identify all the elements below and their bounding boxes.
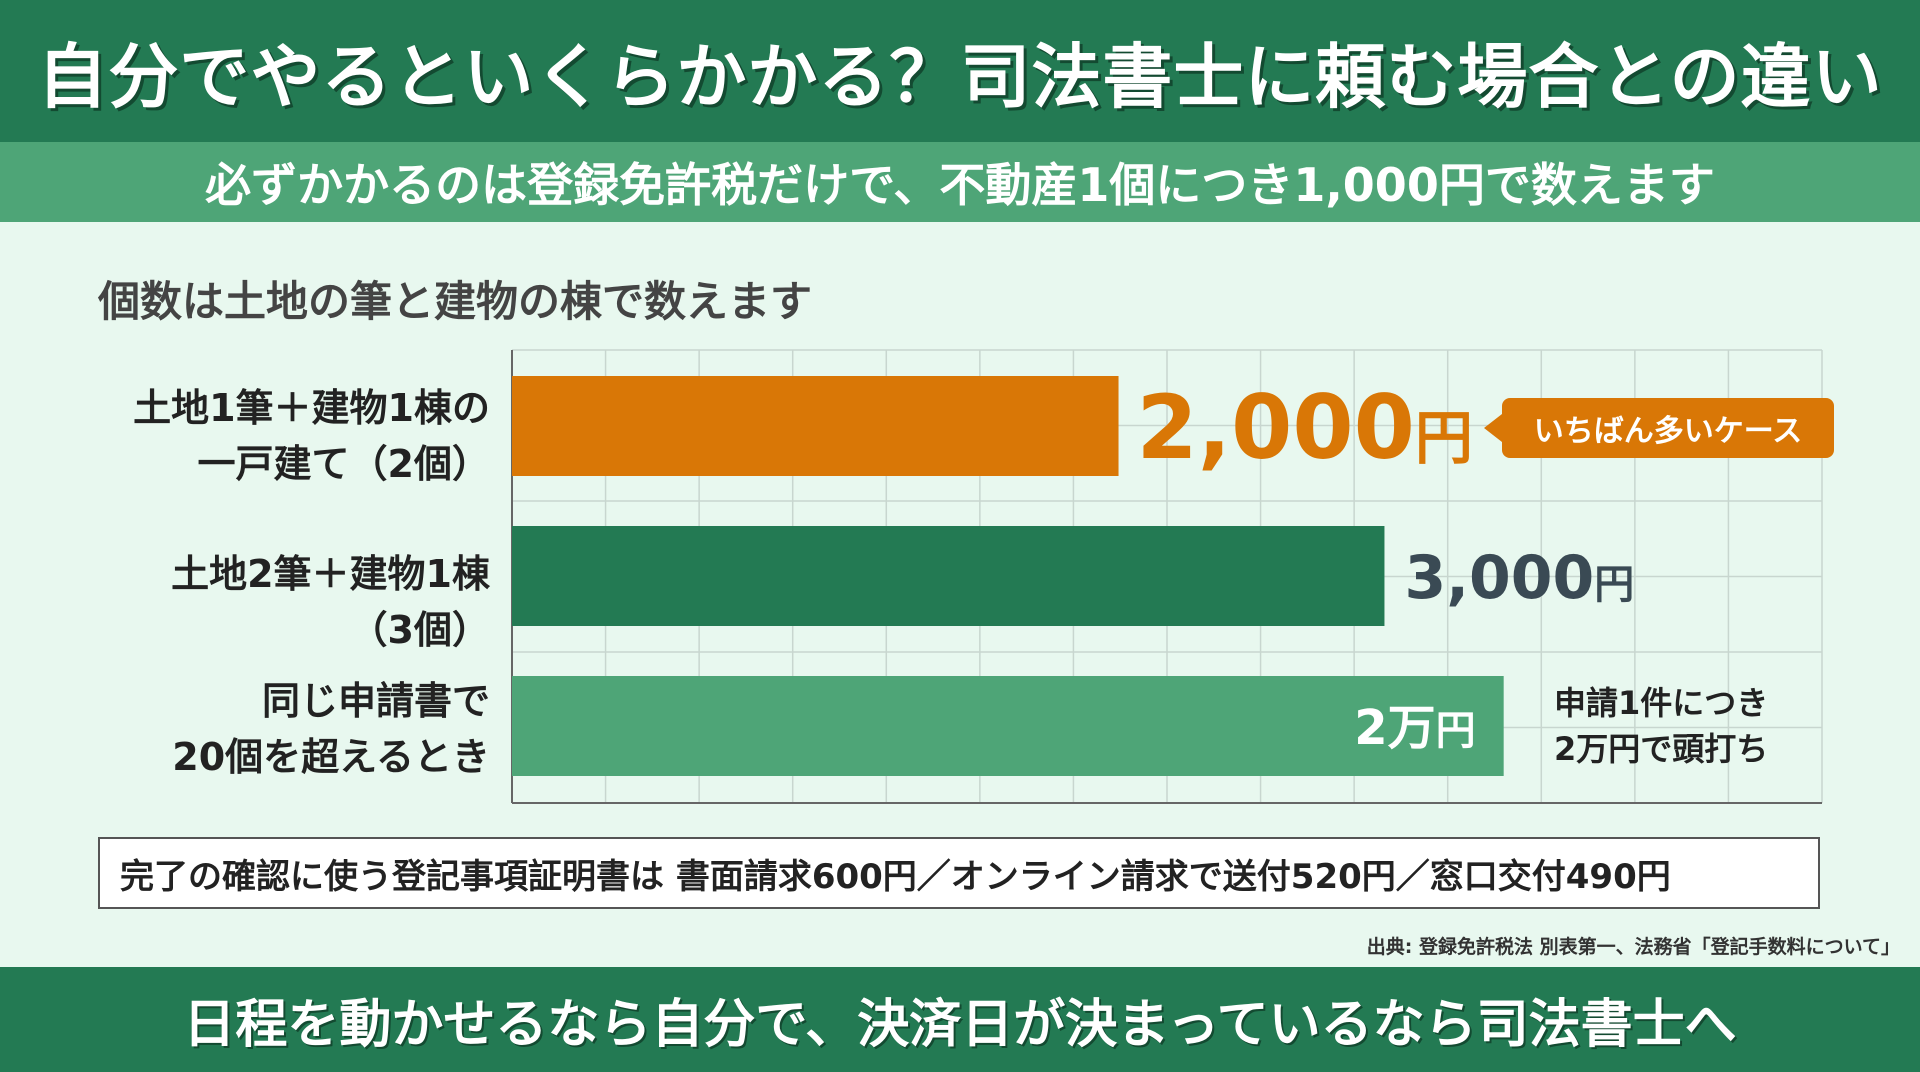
bar-2 (512, 526, 1385, 626)
category-label-2: 土地2筆＋建物1棟 （3個） (70, 546, 490, 658)
footer-bar: 日程を動かせるなら自分で、決済日が決まっているなら司法書士へ (0, 967, 1920, 1072)
bar-1 (512, 376, 1119, 476)
category-label-1: 土地1筆＋建物1棟の 一戸建て（2個） (70, 380, 490, 492)
category-label-1-line-1: 土地1筆＋建物1棟の (133, 386, 490, 430)
cap-note-line-1: 申請1件につき (1554, 684, 1769, 722)
cap-note: 申請1件につき 2万円で頭打ち (1554, 680, 1768, 772)
source-citation: 出典: 登録免許税法 別表第一、法務省「登記手数料について」 (1366, 936, 1900, 958)
badge-pointer (1484, 414, 1502, 442)
value-label-1: 2,000円 (1137, 376, 1473, 479)
bar-3 (512, 676, 1504, 776)
category-label-3: 同じ申請書で 20個を超えるとき (70, 673, 490, 785)
value-label-2: 3,000円 (1404, 543, 1634, 613)
category-label-3-line-1: 同じ申請書で (261, 679, 490, 723)
footer-message: 日程を動かせるなら自分で、決済日が決まっているなら司法書士へ (183, 995, 1737, 1055)
most-common-badge: いちばん多いケース (1502, 398, 1834, 458)
category-label-3-line-2: 20個を超えるとき (172, 735, 490, 779)
certificate-fee-box: 完了の確認に使う登記事項証明書は 書面請求600円／オンライン請求で送付520円… (98, 837, 1820, 909)
category-label-1-line-2: 一戸建て（2個） (197, 442, 490, 486)
cap-note-line-2: 2万円で頭打ち (1554, 730, 1769, 768)
page-title: 自分でやるといくらかかる？司法書士に頼む場合との違い (37, 35, 1883, 118)
category-label-2-line-1: 土地2筆＋建物1棟 (171, 552, 490, 596)
category-label-2-line-2: （3個） (349, 608, 490, 652)
title-bar: 自分でやるといくらかかる？司法書士に頼む場合との違い (0, 0, 1920, 142)
page-subtitle: 必ずかかるのは登録免許税だけで、不動産1個につき1,000円で数えます (205, 158, 1715, 212)
section-heading: 個数は土地の筆と建物の棟で数えます (98, 277, 813, 326)
subtitle-bar: 必ずかかるのは登録免許税だけで、不動産1個につき1,000円で数えます (0, 142, 1920, 222)
value-label-3: 2万円 (1354, 700, 1475, 756)
